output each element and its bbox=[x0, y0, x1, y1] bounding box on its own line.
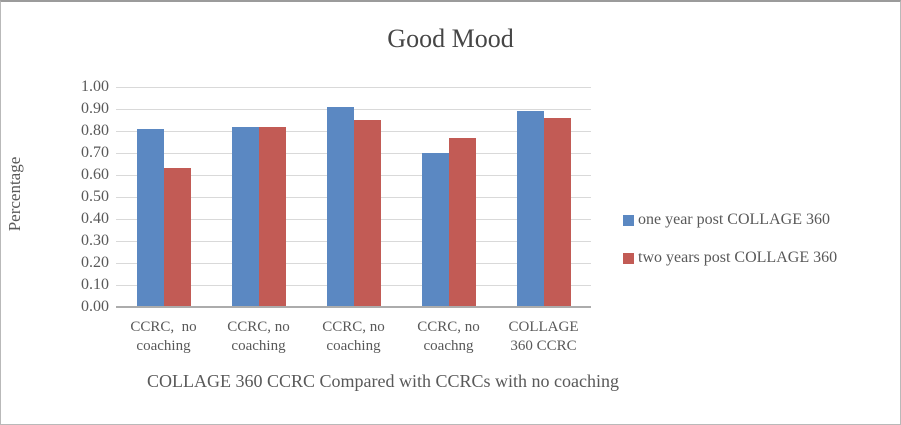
chart-title: Good Mood bbox=[387, 24, 514, 53]
y-tick-label: 0.50 bbox=[81, 188, 109, 205]
legend-label: two years post COLLAGE 360 bbox=[638, 249, 838, 266]
x-axis-title: COLLAGE 360 CCRC Compared with CCRCs wit… bbox=[147, 371, 619, 391]
y-tick-label: 0.80 bbox=[81, 122, 109, 139]
bar bbox=[353, 120, 381, 307]
x-category-label: CCRC, no coaching bbox=[227, 319, 290, 354]
bar-group bbox=[306, 87, 401, 307]
y-tick-label: 0.90 bbox=[81, 100, 109, 117]
bar bbox=[136, 129, 164, 307]
x-category-label: CCRC, no coaching bbox=[130, 319, 197, 354]
legend-label: one year post COLLAGE 360 bbox=[638, 211, 830, 228]
x-axis-line bbox=[116, 306, 591, 308]
bar bbox=[543, 118, 571, 307]
x-category-labels: CCRC, no coaching CCRC, no coaching CCRC, … bbox=[116, 318, 591, 356]
y-tick-label: 0.60 bbox=[81, 166, 109, 183]
legend-swatch-icon bbox=[623, 214, 634, 226]
bar-group bbox=[496, 87, 591, 307]
gridline bbox=[116, 87, 591, 88]
legend-item: one year post COLLAGE 360 bbox=[623, 210, 837, 230]
y-tick-label: 0.70 bbox=[81, 144, 109, 161]
y-axis-title-text: Percentage bbox=[5, 156, 24, 232]
y-tick-label: 0.20 bbox=[81, 254, 109, 271]
y-tick-label: 0.00 bbox=[81, 298, 109, 315]
bar bbox=[448, 138, 476, 307]
y-tick-label: 1.00 bbox=[81, 78, 109, 95]
bar-group bbox=[211, 87, 306, 307]
legend-swatch-icon bbox=[623, 252, 634, 264]
bar-group bbox=[116, 87, 211, 307]
x-category-label: CCRC, no coaching bbox=[322, 319, 385, 354]
bar bbox=[231, 127, 259, 307]
x-category-label: CCRC, no coachng bbox=[417, 319, 480, 354]
y-tick-label: 0.30 bbox=[81, 232, 109, 249]
bar bbox=[258, 127, 286, 307]
bar-groups bbox=[116, 87, 591, 307]
x-category-label: COLLAGE 360 CCRC bbox=[508, 319, 579, 354]
y-tick-label: 0.40 bbox=[81, 210, 109, 227]
y-tick-label: 0.10 bbox=[81, 276, 109, 293]
bar-group bbox=[401, 87, 496, 307]
plot-area bbox=[116, 87, 591, 308]
bar bbox=[421, 153, 449, 307]
bar bbox=[516, 111, 544, 307]
legend-item: two years post COLLAGE 360 bbox=[623, 248, 837, 268]
bar bbox=[163, 168, 191, 307]
gridline bbox=[116, 109, 591, 110]
legend: one year post COLLAGE 360 two years post … bbox=[623, 210, 837, 286]
bar bbox=[326, 107, 354, 307]
